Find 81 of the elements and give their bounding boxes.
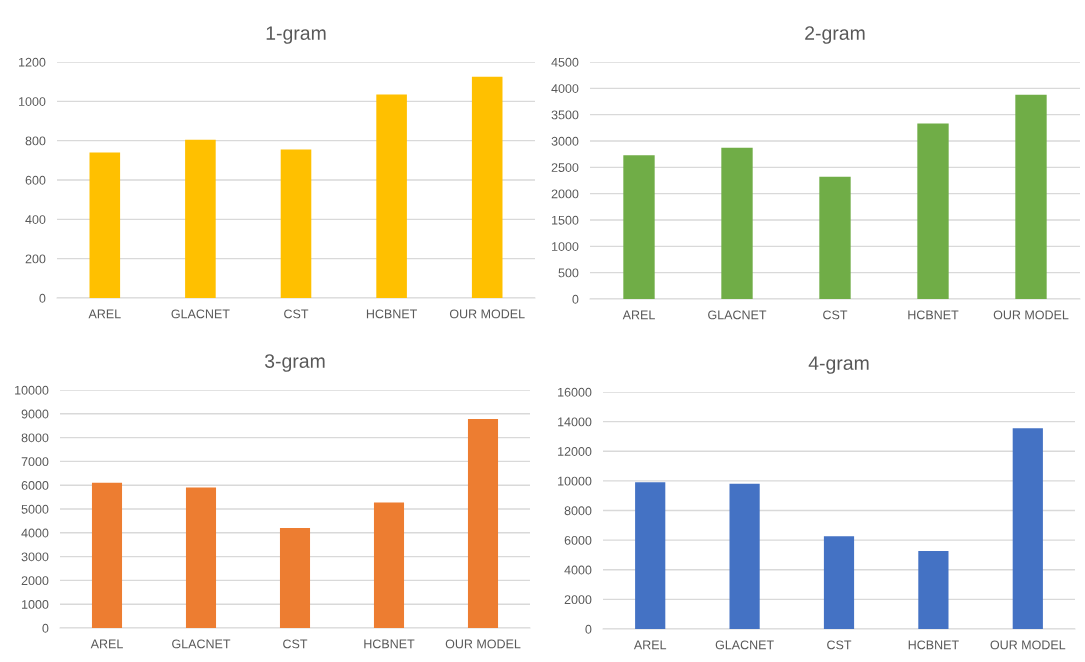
bar — [467, 419, 499, 628]
x-tick-label: GLACNET — [172, 639, 231, 649]
x-tick-label: GLACNET — [715, 640, 774, 650]
y-tick-label: 4000 — [21, 528, 49, 538]
bar — [279, 528, 311, 628]
y-tick-label: 1000 — [552, 242, 579, 251]
y-tick-label: 2000 — [21, 576, 49, 586]
x-tick-label: HCBNET — [908, 310, 959, 320]
x-tick-label: OUR MODEL — [449, 309, 525, 319]
chart-title: 2-gram — [805, 26, 865, 44]
y-tick-label: 8000 — [564, 506, 592, 516]
bar — [89, 152, 121, 298]
y-tick-label: 1200 — [19, 57, 46, 67]
x-tick-label: HCBNET — [908, 640, 959, 650]
chart-title: 3-gram — [264, 354, 325, 372]
chart-title: 4-gram — [808, 356, 869, 374]
y-tick-label: 500 — [558, 268, 579, 278]
x-tick-label: AREL — [88, 309, 121, 319]
y-tick-label: 400 — [25, 215, 46, 224]
bar — [376, 94, 407, 298]
bar — [823, 536, 855, 629]
x-tick-label: CST — [827, 640, 852, 650]
y-tick-label: 7000 — [21, 457, 49, 467]
x-tick-label: OUR MODEL — [445, 639, 521, 649]
y-tick-label: 3000 — [551, 136, 579, 146]
x-tick-label: OUR MODEL — [990, 640, 1066, 650]
y-tick-label: 1000 — [22, 600, 49, 609]
y-tick-label: 16000 — [558, 387, 592, 397]
x-tick-label: AREL — [90, 639, 123, 649]
y-tick-label: 4000 — [564, 565, 592, 575]
y-tick-label: 8000 — [21, 433, 49, 443]
bar — [721, 147, 753, 299]
bar — [185, 139, 216, 298]
y-tick-label: 800 — [25, 136, 46, 146]
bar — [185, 487, 217, 628]
x-tick-label: OUR MODEL — [993, 310, 1069, 320]
y-tick-label: 0 — [39, 293, 46, 303]
bar — [819, 176, 851, 299]
chart-title: 1-gram — [266, 26, 326, 44]
y-tick-label: 12000 — [558, 447, 592, 456]
y-tick-label: 2000 — [551, 189, 579, 199]
x-tick-label: AREL — [622, 310, 655, 320]
x-tick-label: AREL — [633, 640, 667, 650]
x-tick-label: CST — [283, 639, 308, 649]
y-tick-label: 2500 — [551, 163, 579, 172]
y-tick-label: 4000 — [551, 84, 579, 93]
y-tick-label: 0 — [42, 623, 49, 633]
x-tick-label: HCBNET — [366, 309, 418, 319]
y-tick-label: 3000 — [21, 552, 49, 562]
bar — [471, 76, 503, 298]
bar — [623, 155, 655, 299]
bar — [1015, 94, 1047, 299]
y-tick-label: 3500 — [551, 110, 579, 120]
bar — [635, 482, 666, 629]
y-tick-label: 0 — [585, 624, 592, 634]
x-tick-label: CST — [284, 309, 309, 319]
y-tick-label: 600 — [25, 175, 46, 185]
y-tick-label: 6000 — [564, 535, 592, 545]
x-tick-label: GLACNET — [171, 309, 230, 319]
y-tick-label: 6000 — [21, 481, 49, 490]
y-tick-label: 10000 — [15, 385, 49, 395]
y-tick-label: 5000 — [21, 504, 49, 514]
x-tick-label: GLACNET — [708, 310, 767, 320]
bar — [918, 550, 949, 629]
bar — [917, 123, 949, 299]
y-tick-label: 4500 — [551, 57, 579, 67]
bar — [280, 149, 312, 298]
y-tick-label: 0 — [572, 294, 579, 304]
y-tick-label: 1500 — [552, 215, 579, 225]
bar — [729, 483, 760, 629]
y-tick-label: 1000 — [19, 97, 46, 106]
bar — [373, 502, 405, 628]
y-tick-label: 9000 — [21, 409, 49, 419]
x-tick-label: HCBNET — [364, 639, 415, 649]
bar — [91, 482, 123, 628]
y-tick-label: 200 — [25, 254, 46, 264]
bar — [1012, 428, 1043, 629]
y-tick-label: 2000 — [564, 595, 592, 605]
x-tick-label: CST — [823, 310, 848, 320]
y-tick-label: 14000 — [558, 417, 592, 427]
y-tick-label: 10000 — [558, 476, 592, 486]
